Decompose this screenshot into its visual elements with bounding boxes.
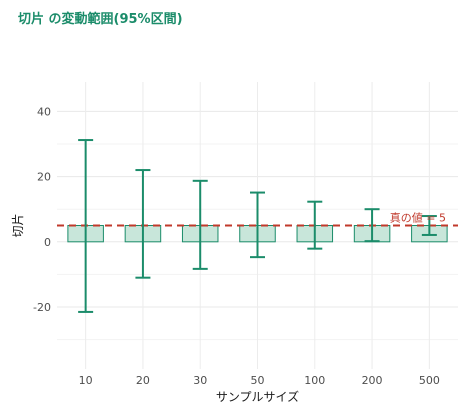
y-tick-label: -20 — [33, 301, 51, 314]
x-tick-label: 10 — [79, 374, 93, 387]
x-axis-title: サンプルサイズ — [216, 389, 299, 404]
y-tick-label: 0 — [44, 236, 51, 249]
x-tick-label: 200 — [362, 374, 383, 387]
x-tick-label: 30 — [193, 374, 207, 387]
y-tick-label: 20 — [37, 171, 51, 184]
y-tick-label: 40 — [37, 105, 51, 118]
x-tick-label: 500 — [419, 374, 440, 387]
reference-label: 真の値 = 5 — [390, 211, 446, 225]
chart-title: 切片 の変動範囲(95%区間) — [18, 12, 183, 27]
x-tick-label: 20 — [136, 374, 150, 387]
x-tick-label: 100 — [304, 374, 325, 387]
x-tick-label: 50 — [251, 374, 265, 387]
y-axis-title: 切片 — [11, 213, 25, 237]
